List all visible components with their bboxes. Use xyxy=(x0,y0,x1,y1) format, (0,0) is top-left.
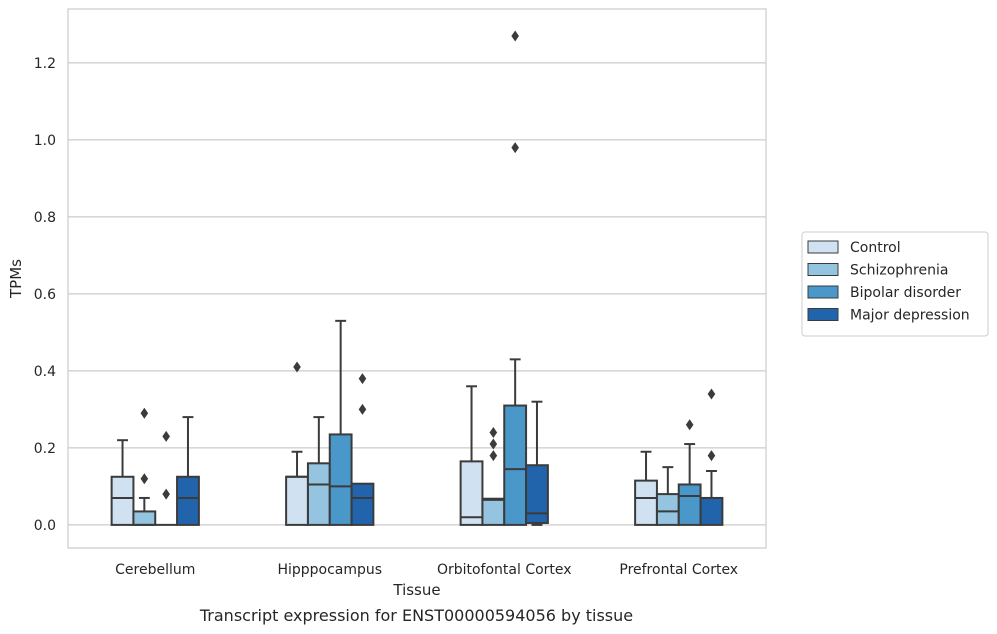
box-body xyxy=(677,483,702,526)
box-schizophrenia xyxy=(306,416,331,526)
legend-swatch xyxy=(807,285,839,299)
plot-frame xyxy=(67,8,767,549)
outlier-point xyxy=(162,430,170,442)
box-major-depression xyxy=(350,373,375,526)
y-tick-label: 1.0 xyxy=(34,133,56,149)
box-control xyxy=(285,361,309,526)
box-body xyxy=(176,475,200,526)
box-bipolar-disorder xyxy=(155,430,178,526)
legend-label: Schizophrenia xyxy=(850,263,948,279)
box-body xyxy=(350,482,375,526)
box-major-depression xyxy=(699,388,724,526)
y-axis-ticks: 0.0 0.2 0.4 0.6 0.8 1.0 1.2 xyxy=(34,56,56,534)
box-schizophrenia xyxy=(132,407,157,526)
y-tick-label: 0.4 xyxy=(34,364,56,380)
x-axis-ticks: Cerebellum Hipppocampus Orbitofontal Corte… xyxy=(115,562,738,578)
y-axis-label: TPMs xyxy=(7,259,25,299)
box-body xyxy=(306,462,331,526)
y-tick-label: 1.2 xyxy=(34,56,56,72)
legend-swatch xyxy=(807,240,839,254)
y-tick-label: 0.8 xyxy=(34,210,56,226)
x-axis-label: Tissue xyxy=(392,581,440,599)
box-body xyxy=(481,497,506,526)
outlier-point xyxy=(140,407,149,419)
box-body xyxy=(699,496,724,526)
x-tick-label: Hipppocampus xyxy=(277,562,382,578)
legend-swatch xyxy=(807,308,839,321)
outlier-point xyxy=(707,388,716,400)
outlier-point xyxy=(707,450,716,462)
outlier-point xyxy=(489,438,498,450)
box-bipolar-disorder xyxy=(677,419,702,526)
legend-swatch xyxy=(807,263,839,276)
box-control xyxy=(634,450,658,526)
y-tick-label: 0.2 xyxy=(34,441,56,457)
outlier-point xyxy=(140,473,149,485)
x-tick-label: Prefrontal Cortex xyxy=(619,562,738,578)
box-body xyxy=(655,493,680,526)
legend-frame xyxy=(801,231,989,337)
outlier-point xyxy=(511,30,519,42)
legend-label: Control xyxy=(850,240,901,256)
box-major-depression xyxy=(525,400,549,526)
x-tick-label: Orbitofontal Cortex xyxy=(437,562,572,578)
box-bipolar-disorder xyxy=(328,319,353,526)
y-tick-label: 0.6 xyxy=(34,287,56,303)
legend: Control Schizophrenia Bipolar disorder Majo… xyxy=(801,231,989,337)
box-body xyxy=(525,464,549,524)
x-tick-label: Cerebellum xyxy=(115,562,195,578)
outlier-point xyxy=(293,361,301,373)
outlier-point xyxy=(358,403,367,415)
legend-label: Major depression xyxy=(850,308,970,324)
box-body xyxy=(459,460,484,526)
box-body xyxy=(285,475,309,526)
outlier-point xyxy=(489,427,498,438)
y-tick-label: 0.0 xyxy=(34,518,56,534)
box-control xyxy=(459,385,484,526)
chart-caption: Transcript expression for ENST0000059405… xyxy=(199,606,634,625)
box-schizophrenia xyxy=(481,427,506,526)
outlier-point xyxy=(489,450,498,462)
outlier-point xyxy=(358,373,367,385)
box-body xyxy=(328,433,353,526)
box-schizophrenia xyxy=(655,466,680,526)
box-major-depression xyxy=(176,416,200,526)
box-body xyxy=(634,479,658,526)
outlier-point xyxy=(685,419,694,431)
box-body xyxy=(132,510,157,526)
box-body xyxy=(110,475,135,526)
outlier-point xyxy=(511,142,519,154)
box-bipolar-disorder xyxy=(503,30,528,526)
box-control xyxy=(110,439,135,526)
legend-label: Bipolar disorder xyxy=(850,285,961,301)
box-body xyxy=(503,404,528,526)
plot-area xyxy=(68,30,766,526)
outlier-point xyxy=(162,488,170,500)
